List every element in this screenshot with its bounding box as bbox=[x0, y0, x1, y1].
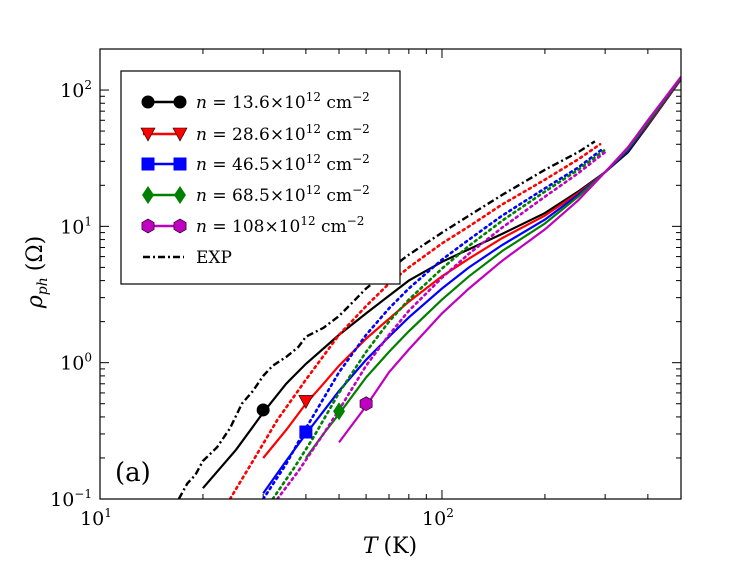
x-axis-label: T (K) bbox=[363, 534, 417, 559]
marker-layer bbox=[256, 395, 373, 439]
y-axis-label: ρph(Ω) bbox=[23, 236, 51, 309]
y-tick-label: 100 bbox=[60, 351, 92, 375]
minor-ticks bbox=[99, 48, 682, 500]
panel-label: (a) bbox=[115, 458, 151, 488]
legend-marker-0 bbox=[173, 95, 187, 109]
legend-marker-2 bbox=[173, 157, 187, 171]
y-tick-label: 102 bbox=[60, 78, 92, 102]
legend-label-2: n = 46.5×1012 cm−2 bbox=[196, 152, 370, 175]
series-marker-1 bbox=[298, 395, 314, 410]
legend-label-5: EXP bbox=[196, 248, 232, 268]
legend-marker-0 bbox=[141, 95, 155, 109]
tick-labels: 101 102 10−1 100 101 102 bbox=[50, 78, 454, 530]
legend-label-3: n = 68.5×1012 cm−2 bbox=[196, 183, 370, 206]
series-marker-2 bbox=[299, 425, 313, 439]
series-marker-4 bbox=[359, 396, 373, 412]
series-marker-3 bbox=[333, 402, 346, 421]
legend-marker-3 bbox=[174, 186, 186, 204]
legend: n = 13.6×1012 cm−2 n = 28.6×1012 cm−2 n = … bbox=[120, 70, 401, 285]
series-dotted-line-2 bbox=[261, 147, 604, 499]
y-tick-label: 10−1 bbox=[50, 487, 92, 511]
legend-box bbox=[120, 70, 401, 285]
plot-frame bbox=[99, 48, 682, 500]
x-tick-label: 102 bbox=[422, 506, 454, 530]
x-tick-label: 101 bbox=[80, 506, 112, 530]
legend-label-4: n = 108×1012 cm−2 bbox=[196, 214, 364, 237]
legend-marker-1 bbox=[172, 127, 188, 142]
series-line-5 bbox=[177, 140, 596, 499]
legend-marker-4 bbox=[173, 218, 187, 234]
legend-marker-4 bbox=[141, 218, 155, 234]
series-dotted-line-4 bbox=[275, 150, 607, 499]
legend-marker-1 bbox=[140, 127, 156, 142]
series-line-4 bbox=[338, 76, 681, 444]
series-dotted-line-3 bbox=[271, 149, 606, 499]
legend-marker-2 bbox=[141, 157, 155, 171]
y-tick-label: 101 bbox=[60, 214, 92, 238]
series-marker-0 bbox=[256, 403, 270, 417]
legend-marker-3 bbox=[142, 186, 154, 204]
legend-label-1: n = 28.6×1012 cm−2 bbox=[196, 122, 370, 145]
legend-label-0: n = 13.6×1012 cm−2 bbox=[196, 90, 370, 113]
